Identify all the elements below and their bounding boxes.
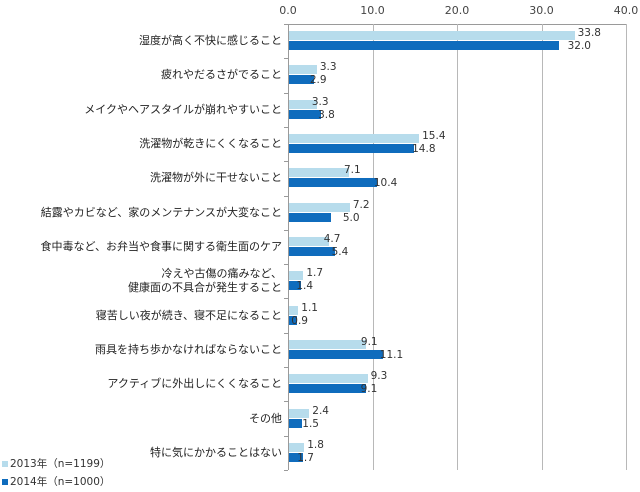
bar-2013 — [289, 271, 304, 281]
category-label: 特に気にかかることはない — [150, 445, 282, 459]
value-label-2014: 1.7 — [297, 451, 314, 464]
value-label-2014: 3.8 — [318, 108, 335, 121]
y-tick-mark — [284, 58, 288, 60]
value-label-2014: 9.1 — [360, 383, 378, 396]
bar-2014 — [289, 281, 301, 291]
x-tick-label: 10.0 — [360, 4, 385, 17]
gridline — [626, 24, 627, 470]
value-label-2014: 1.5 — [302, 417, 319, 430]
value-label-2014: 32.0 — [567, 40, 591, 53]
value-label-2013: 1.7 — [306, 267, 324, 280]
y-tick-mark — [284, 367, 288, 369]
category-label: その他 — [249, 411, 282, 425]
value-label-2014: 0.9 — [291, 314, 308, 327]
y-axis-line — [288, 24, 289, 470]
category-label: 雨具を持ち歩かなければならないこと — [95, 342, 282, 356]
y-tick-mark — [284, 401, 288, 403]
bar-2013 — [289, 339, 366, 349]
category-label: 食中毒など、お弁当や食事に関する衛生面のケア — [40, 240, 282, 253]
legend-label-2014: 2014年（n=1000） — [10, 476, 111, 488]
bar-2014 — [289, 418, 302, 428]
bar-2013 — [289, 31, 575, 41]
value-label-2014: 2.9 — [309, 74, 327, 87]
bar-2014 — [289, 315, 297, 325]
value-label-2013: 1.1 — [301, 301, 318, 314]
value-label-2013: 2.4 — [312, 404, 329, 417]
gridline — [372, 24, 374, 470]
bar-2014 — [289, 384, 366, 394]
y-tick-mark — [284, 332, 288, 334]
category-label: 湿度が高く不快に感じること — [139, 34, 282, 48]
value-label-2013: 7.1 — [343, 164, 361, 177]
bar-2013 — [289, 237, 329, 246]
category-label: 寝苦しい夜が続き、寝不足になること — [95, 308, 282, 322]
bar-2013 — [289, 134, 420, 144]
legend-label-2013: 2013年（n=1199） — [10, 458, 111, 470]
legend-swatch-2014 — [2, 478, 8, 485]
value-label-2013: 3.3 — [311, 95, 329, 108]
y-tick-mark — [284, 24, 288, 25]
legend-item-2013: 2013年（n=1199） — [2, 456, 110, 471]
gridline — [541, 24, 543, 470]
y-tick-mark — [284, 229, 288, 231]
value-label-2014: 5.4 — [331, 246, 349, 258]
bar-2014 — [289, 452, 304, 462]
value-label-2013: 1.8 — [307, 438, 324, 451]
bar-2014 — [289, 349, 383, 359]
bar-2014 — [289, 41, 560, 51]
bar-2014 — [289, 144, 415, 154]
bar-2014 — [289, 75, 314, 85]
category-label: メイクやヘアスタイルが崩れやすいこと — [84, 102, 282, 116]
y-tick-mark — [284, 161, 288, 163]
bar-2014 — [289, 178, 377, 188]
y-tick-mark — [284, 435, 288, 437]
bar-2014 — [289, 247, 335, 256]
bar-2013 — [289, 305, 299, 315]
value-label-2013: 33.8 — [577, 27, 601, 40]
x-tick-label: 40.0 — [613, 4, 639, 17]
bar-2013 — [289, 374, 368, 384]
value-label-2014: 10.4 — [373, 177, 398, 190]
bar-2013 — [289, 442, 305, 452]
category-label: 疲れやだるさがでること — [161, 68, 282, 82]
y-tick-mark — [284, 298, 288, 300]
value-label-2014: 14.8 — [412, 143, 436, 156]
category-label: 冷えや古傷の痛みなど、 健康面の不具合が発生すること — [128, 267, 282, 295]
category-label: 結露やカビなど、家のメンテナンスが大変なこと — [40, 205, 282, 219]
value-label-2013: 15.4 — [422, 130, 446, 143]
y-tick-mark — [284, 92, 288, 94]
value-label-2013: 3.3 — [319, 61, 337, 74]
y-tick-mark — [284, 195, 288, 197]
gridline — [457, 24, 458, 470]
x-tick-label: 30.0 — [529, 4, 554, 17]
value-label-2013: 7.2 — [352, 198, 370, 211]
category-label: 洗濯物が乾きにくくなること — [139, 137, 282, 151]
bar-2013 — [289, 408, 310, 418]
category-label: 洗濯物が外に干せないこと — [150, 171, 282, 185]
value-label-2014: 1.4 — [296, 280, 314, 293]
bar-2014 — [289, 109, 322, 119]
category-label: アクティブに外出しにくくなること — [107, 377, 282, 391]
y-tick-mark — [284, 126, 288, 128]
value-label-2014: 5.0 — [342, 211, 360, 224]
bar-2013 — [289, 65, 317, 75]
bar-2013 — [289, 168, 349, 178]
bar-2014 — [289, 212, 332, 222]
x-tick-label: 0.0 — [279, 4, 297, 17]
y-tick-mark — [284, 470, 288, 471]
bar-2013 — [289, 202, 350, 212]
value-label-2013: 9.3 — [370, 370, 388, 383]
legend-swatch-2013 — [2, 460, 8, 467]
legend-item-2014: 2014年（n=1000） — [2, 474, 110, 489]
x-tick-label: 20.0 — [444, 4, 470, 17]
bar-2013 — [289, 99, 317, 109]
value-label-2013: 4.7 — [323, 233, 341, 245]
value-label-2014: 11.1 — [379, 348, 404, 361]
value-label-2013: 9.1 — [360, 335, 378, 348]
y-tick-mark — [284, 264, 288, 266]
